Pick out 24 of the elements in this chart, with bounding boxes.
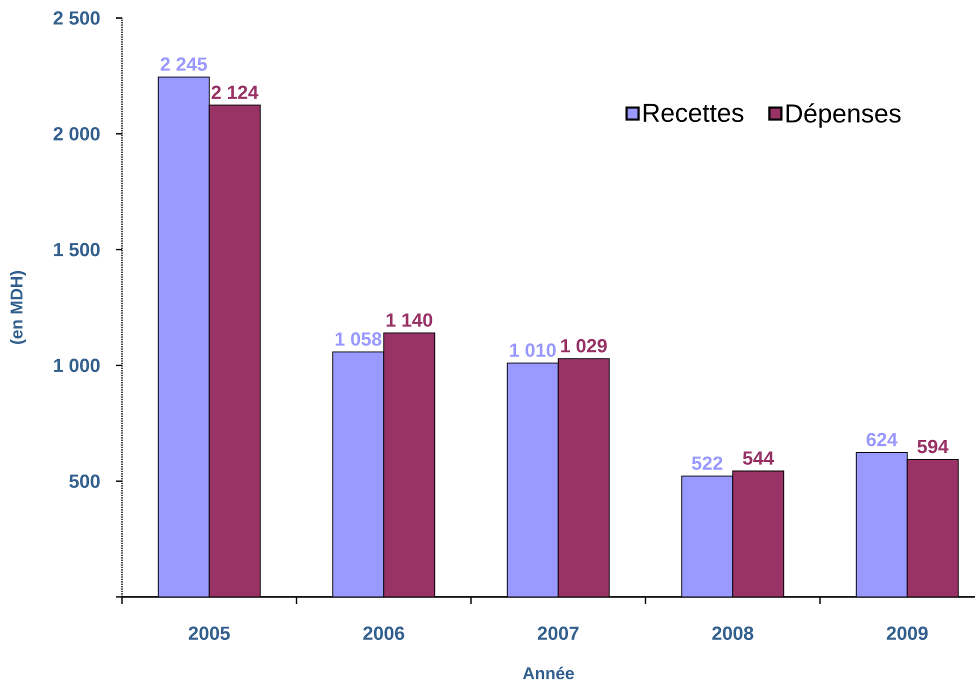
y-axis-title: (en MDH) [10,271,26,344]
x-tick-label: 2008 [712,626,754,640]
data-label: 1 140 [386,313,432,327]
data-label: 1 029 [561,339,607,352]
data-label: 522 [692,456,722,470]
x-tick-label: 2009 [886,626,928,640]
data-label: 544 [742,452,774,465]
y-tick-label: 1 500 [54,242,100,256]
x-axis-title: Année [522,666,574,680]
legend-label: Dépenses [786,103,901,128]
data-label: 624 [866,432,898,446]
x-tick-label: 2007 [538,626,579,640]
data-label: 1 010 [510,343,556,357]
y-tick-label: 1 000 [54,358,100,372]
x-tick-label: 2006 [363,626,404,640]
y-tick-label: 2 000 [54,127,100,141]
data-label: 1 058 [336,332,382,346]
data-label: 2 124 [212,86,258,99]
y-tick-label: 500 [69,474,100,488]
y-tick-label: 2 500 [54,11,100,25]
data-label: 594 [917,440,948,454]
data-label: 2 245 [160,57,207,71]
x-tick-label: 2005 [188,626,230,640]
legend-label: Recettes [644,104,744,122]
